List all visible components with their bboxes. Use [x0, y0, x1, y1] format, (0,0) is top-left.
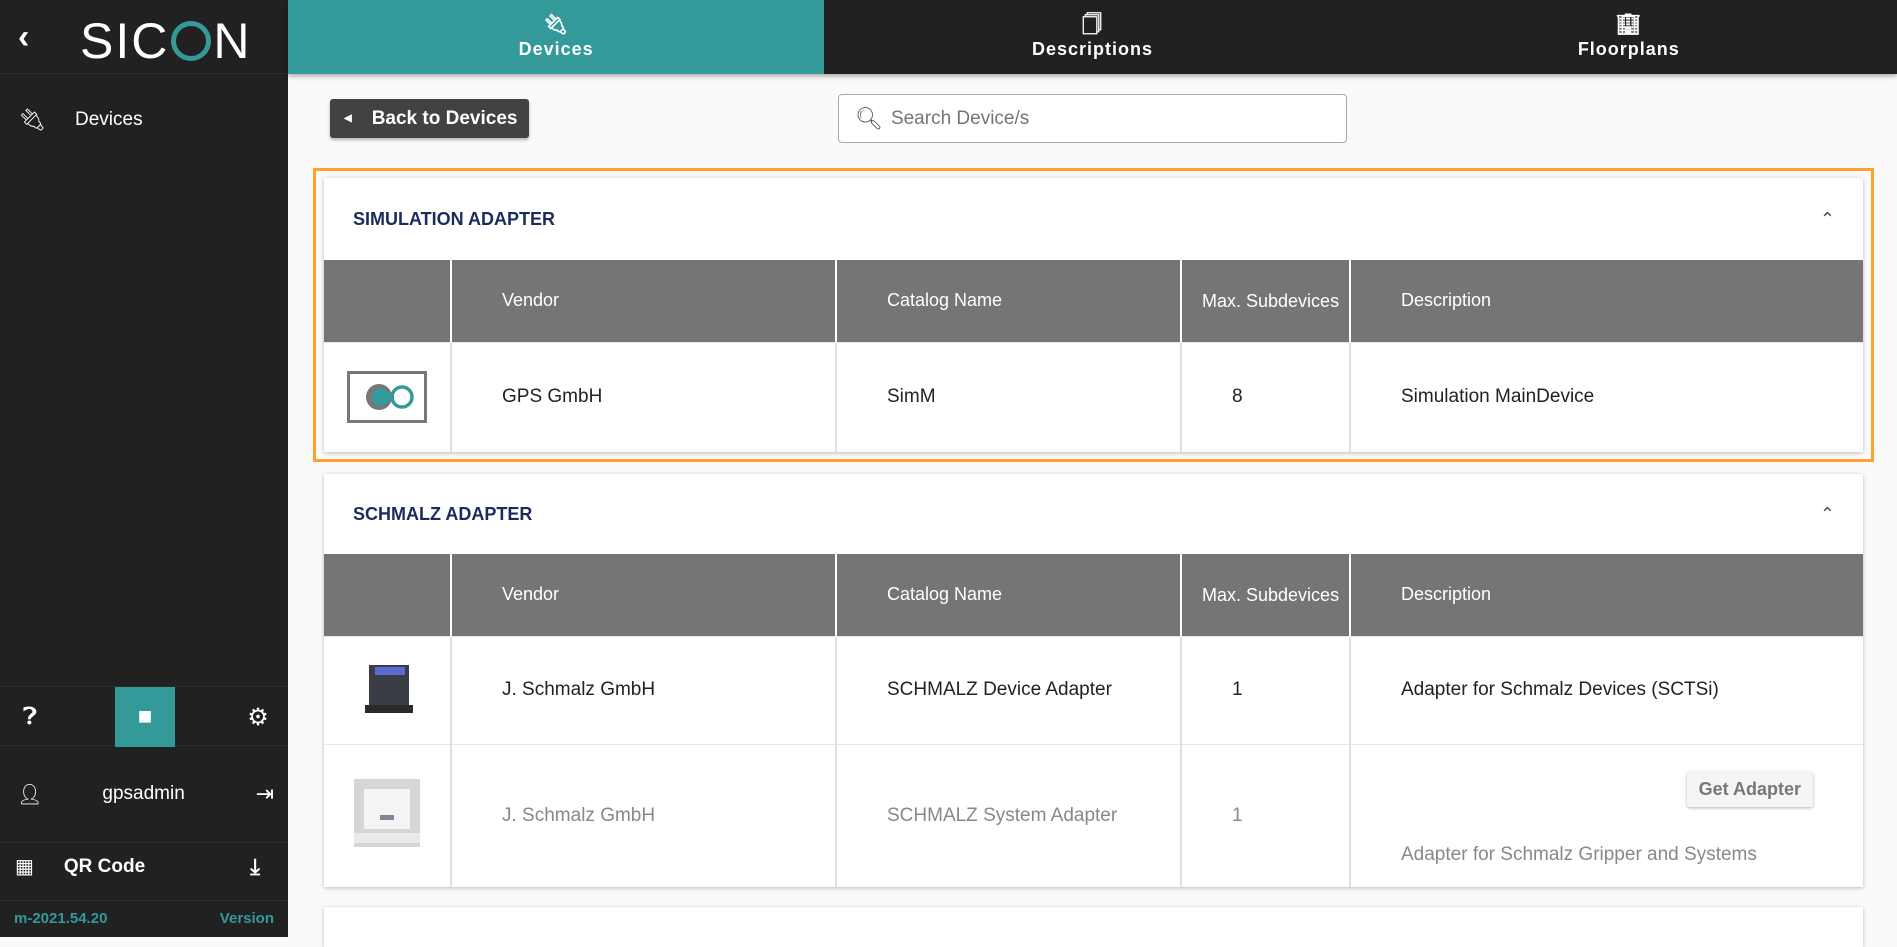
plug-icon: 🔌︎: [18, 107, 46, 132]
group-title: SCHMALZ ADAPTER: [353, 503, 533, 524]
group-card-next: [324, 907, 1863, 947]
ethernet-icon[interactable]: ■: [115, 687, 175, 747]
caret-left-icon: ◀: [344, 113, 352, 124]
tab-label: Devices: [518, 39, 594, 59]
col-catalog: Catalog Name: [835, 554, 1181, 636]
tab-floorplans[interactable]: 🏢︎ Floorplans: [1361, 0, 1897, 74]
max-subdevices-cell: 1: [1180, 635, 1350, 744]
qr-code-icon: ▦: [15, 856, 34, 878]
download-icon[interactable]: ⤓: [250, 853, 260, 879]
plug-icon: 🔌︎: [542, 14, 570, 36]
max-subdevices-cell: 8: [1180, 341, 1350, 452]
table-row[interactable]: GPS GmbH SimM 8 Simulation MainDevice: [324, 341, 1863, 452]
username: gpsadmin: [102, 783, 185, 804]
back-to-devices-button[interactable]: ◀ Back to Devices: [330, 99, 529, 138]
user-check-icon: 👤︎: [17, 783, 43, 806]
col-description: Description: [1349, 554, 1863, 636]
catalog-cell: SCHMALZ Device Adapter: [835, 635, 1181, 744]
vendor-cell: J. Schmalz GmbH: [450, 743, 836, 887]
group-card-schmalz: SCHMALZ ADAPTER ⌃ Vendor Catalog Name Ma…: [324, 474, 1863, 887]
sidebar-tools: ❓︎ ■ ⚙︎: [0, 686, 288, 747]
col-description: Description: [1349, 260, 1863, 342]
vendor-cell: J. Schmalz GmbH: [450, 635, 836, 744]
description-cell: Simulation MainDevice: [1349, 341, 1863, 452]
col-vendor: Vendor: [450, 554, 836, 636]
sicon-logo: SIC N: [80, 13, 252, 69]
group-title: SIMULATION ADAPTER: [353, 208, 555, 229]
device-image: [324, 341, 451, 452]
tab-label: Descriptions: [1031, 39, 1153, 59]
get-adapter-button[interactable]: Get Adapter: [1686, 771, 1813, 807]
group-header[interactable]: SIMULATION ADAPTER ⌃: [324, 178, 1863, 260]
logo-row: ‹ SIC N: [0, 0, 288, 74]
sidebar: ‹ SIC N 🔌︎ Devices ❓︎ ■ ⚙︎ 👤︎ gpsadmin ⇥ …: [0, 0, 288, 937]
vendor-cell: GPS GmbH: [450, 341, 836, 452]
version-number: m-2021.54.20: [14, 910, 108, 927]
device-image: [324, 743, 451, 887]
chevron-up-icon[interactable]: ⌃: [1819, 503, 1835, 524]
chevron-up-icon[interactable]: ⌃: [1819, 208, 1835, 229]
tab-devices[interactable]: 🔌︎ Devices: [288, 0, 825, 74]
group-card-simulation: SIMULATION ADAPTER ⌃ Vendor Catalog Name…: [324, 178, 1863, 452]
building-icon: 🏢︎: [1615, 14, 1643, 36]
description-text: Adapter for Schmalz Gripper and Systems: [1401, 843, 1757, 865]
schmalz-device-image: [365, 665, 413, 713]
top-tabs: 🔌︎ Devices 🗍︎ Descriptions 🏢︎ Floorplans: [288, 0, 1897, 74]
device-table: Vendor Catalog Name Max. Subdevices Desc…: [324, 260, 1863, 452]
catalog-cell: SimM: [835, 341, 1181, 452]
col-image: [324, 260, 451, 342]
back-label: Back to Devices: [371, 107, 518, 129]
device-table: Vendor Catalog Name Max. Subdevices Desc…: [324, 554, 1863, 887]
gear-icon[interactable]: ⚙︎: [247, 703, 269, 731]
logout-icon[interactable]: ⇥: [255, 781, 274, 806]
sidebar-item-devices[interactable]: 🔌︎ Devices: [0, 100, 288, 140]
sidebar-item-label: Devices: [75, 109, 143, 130]
col-max-subdevices: Max. Subdevices: [1180, 260, 1350, 342]
selection-highlight: [313, 168, 1874, 462]
description-cell: Adapter for Schmalz Devices (SCTSi): [1349, 635, 1863, 744]
device-image: [324, 635, 451, 744]
version-row: m-2021.54.20 Version: [0, 900, 288, 936]
file-copy-icon: 🗍︎: [1082, 14, 1103, 36]
search-box[interactable]: 🔍︎: [838, 94, 1347, 143]
schmalz-system-image: [354, 778, 420, 847]
col-catalog: Catalog Name: [835, 260, 1181, 342]
search-input[interactable]: [890, 107, 1311, 130]
col-max-subdevices: Max. Subdevices: [1180, 554, 1350, 636]
tab-descriptions[interactable]: 🗍︎ Descriptions: [824, 0, 1360, 74]
group-header[interactable]: SCHMALZ ADAPTER ⌃: [324, 474, 1863, 554]
catalog-cell: SCHMALZ System Adapter: [835, 743, 1181, 887]
version-label: Version: [219, 910, 274, 927]
sicon-device-logo: [347, 371, 427, 424]
table-row[interactable]: J. Schmalz GmbH SCHMALZ Device Adapter 1…: [324, 635, 1863, 744]
qr-code-label: QR Code: [63, 855, 146, 877]
user-row: 👤︎ gpsadmin ⇥: [0, 770, 288, 818]
description-cell: Get Adapter Adapter for Schmalz Gripper …: [1349, 743, 1863, 887]
max-subdevices-cell: 1: [1180, 743, 1350, 887]
table-row[interactable]: J. Schmalz GmbH SCHMALZ System Adapter 1…: [324, 743, 1863, 887]
col-vendor: Vendor: [450, 260, 836, 342]
col-image: [324, 554, 451, 636]
search-icon: 🔍︎: [855, 105, 883, 131]
qr-code-row[interactable]: ▦ QR Code ⤓: [0, 842, 288, 890]
collapse-chevron-icon[interactable]: ‹: [18, 18, 30, 56]
tab-label: Floorplans: [1577, 39, 1680, 59]
help-icon[interactable]: ❓︎: [22, 703, 38, 730]
